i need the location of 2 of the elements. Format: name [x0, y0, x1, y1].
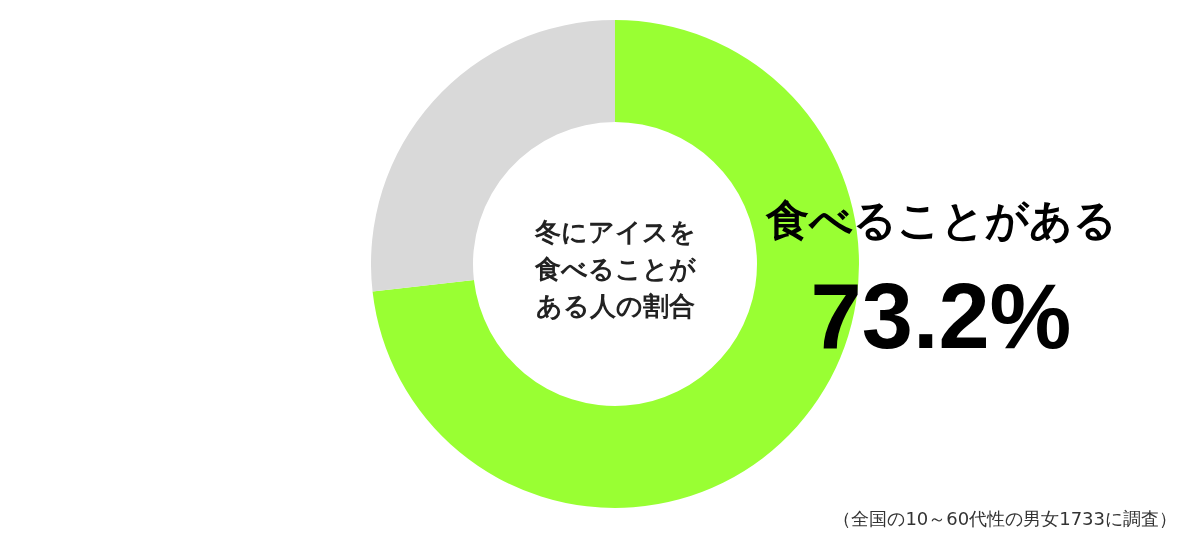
text: 冬にアイスを食べることがある人の割合	[533, 217, 697, 321]
text: （全国の10～60代性の男女1733に調査）	[833, 507, 1177, 529]
